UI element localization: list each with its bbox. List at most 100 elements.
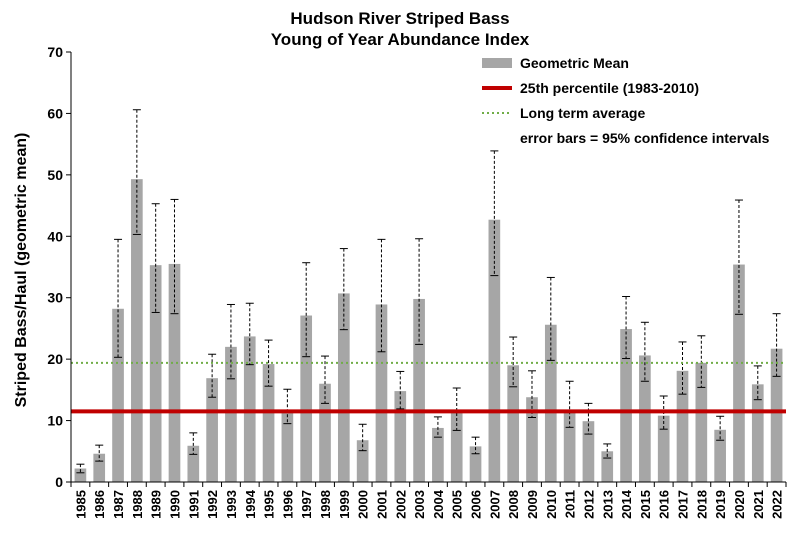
- bar-2020: [733, 264, 745, 482]
- error-bar-2020: [734, 199, 743, 315]
- y-tick-label: 30: [47, 290, 63, 306]
- x-tick-label: 2019: [713, 490, 728, 519]
- bar-1998: [319, 383, 331, 482]
- bar-1996: [281, 409, 294, 482]
- error-bar-1998: [321, 355, 330, 404]
- x-tick-label: 2009: [525, 490, 540, 519]
- y-ticks-group: 0 10 20 30 40 50 60 70: [47, 44, 71, 490]
- bar-2002: [394, 391, 407, 482]
- error-bar-1996: [283, 388, 292, 425]
- legend-label-geometric-mean: Geometric Mean: [520, 55, 629, 71]
- error-bar-2002: [396, 370, 405, 410]
- bar-1995: [262, 364, 275, 482]
- error-bar-2013: [603, 443, 612, 459]
- bar-2000: [356, 440, 369, 482]
- error-bar-2015: [640, 321, 649, 382]
- error-bar-2014: [622, 295, 631, 360]
- error-bar-2018: [697, 335, 706, 388]
- x-tick-label: 2012: [581, 490, 596, 519]
- bar-2021: [751, 384, 764, 482]
- error-bar-2008: [509, 336, 518, 388]
- x-tick-label: 1990: [167, 490, 182, 519]
- bar-2001: [375, 304, 388, 482]
- error-bar-2007: [490, 150, 499, 277]
- bars-group: [74, 179, 783, 482]
- error-bar-2010: [546, 276, 555, 361]
- y-tick-label: 70: [47, 44, 63, 60]
- reference-lines-group: [71, 361, 786, 414]
- x-tick-label: 1992: [205, 490, 220, 519]
- error-bar-2003: [415, 238, 424, 345]
- bar-2009: [526, 397, 538, 482]
- x-tick-label: 2001: [374, 490, 389, 519]
- bar-1985: [74, 468, 87, 482]
- x-tick-label: 2000: [356, 490, 371, 519]
- bar-1993: [225, 346, 237, 482]
- error-bar-1994: [245, 302, 254, 366]
- error-bar-1988: [132, 109, 141, 235]
- error-bar-2021: [753, 365, 762, 401]
- x-tick-label: 2018: [694, 490, 709, 519]
- y-tick-label: 0: [55, 474, 63, 490]
- x-tick-label: 1985: [73, 490, 88, 519]
- error-bar-1993: [226, 303, 235, 380]
- x-tick-label: 2021: [751, 490, 766, 519]
- error-bar-2019: [716, 415, 725, 441]
- error-bar-1992: [208, 353, 217, 398]
- error-bar-2004: [433, 416, 442, 438]
- bar-1991: [187, 445, 200, 482]
- error-bar-2017: [678, 341, 687, 395]
- error-bar-1997: [302, 262, 311, 358]
- x-tick-label: 2002: [393, 490, 408, 519]
- error-bar-1995: [264, 339, 273, 387]
- bar-2019: [714, 429, 726, 482]
- bar-2022: [770, 348, 783, 482]
- x-tick-label: 1993: [224, 490, 239, 519]
- x-tick-label: 2015: [638, 490, 653, 519]
- bar-2010: [544, 324, 557, 482]
- x-tick-label: 2005: [450, 490, 465, 519]
- y-tick-label: 50: [47, 167, 63, 183]
- chart-subtitle: Young of Year Abundance Index: [271, 30, 530, 49]
- bar-2012: [582, 421, 595, 482]
- x-tick-label: 2020: [732, 490, 747, 519]
- bar-1992: [206, 378, 218, 482]
- bar-2003: [413, 298, 425, 482]
- y-tick-label: 60: [47, 105, 63, 121]
- bar-2014: [620, 329, 632, 482]
- bar-1989: [149, 265, 162, 482]
- x-tick-label: 2013: [600, 490, 615, 519]
- bar-2006: [469, 446, 482, 482]
- x-tick-label: 2014: [619, 489, 634, 519]
- error-bar-1991: [189, 432, 198, 455]
- error-bar-1990: [170, 198, 179, 315]
- error-bar-1985: [76, 463, 85, 474]
- bar-2008: [507, 365, 520, 482]
- error-bar-2006: [471, 436, 480, 455]
- bar-2016: [657, 415, 670, 482]
- x-tick-label: 1997: [299, 490, 314, 519]
- x-tick-label: 1987: [111, 490, 126, 519]
- bar-1999: [337, 293, 350, 482]
- x-tick-label: 2007: [487, 490, 502, 519]
- chart-title: Hudson River Striped Bass: [290, 9, 509, 28]
- x-tick-label: 2008: [506, 490, 521, 519]
- error-bars-group: [76, 109, 781, 474]
- error-bar-1989: [151, 203, 160, 313]
- bar-2018: [695, 362, 708, 482]
- error-bar-2012: [584, 402, 593, 435]
- x-tick-label: 2022: [770, 490, 785, 519]
- bar-2004: [432, 427, 444, 482]
- x-tick-label: 2003: [412, 490, 427, 519]
- legend-swatch-geometric-mean: [482, 58, 512, 68]
- error-bar-2000: [358, 423, 367, 452]
- x-tick-label: 1998: [318, 490, 333, 519]
- legend-label-long-term-average: Long term average: [520, 105, 645, 121]
- error-bar-2022: [772, 313, 781, 377]
- error-bar-1987: [114, 238, 123, 358]
- bar-2005: [450, 412, 463, 482]
- bar-1997: [300, 315, 313, 482]
- x-tick-label: 2017: [676, 490, 691, 519]
- bar-1987: [112, 308, 124, 482]
